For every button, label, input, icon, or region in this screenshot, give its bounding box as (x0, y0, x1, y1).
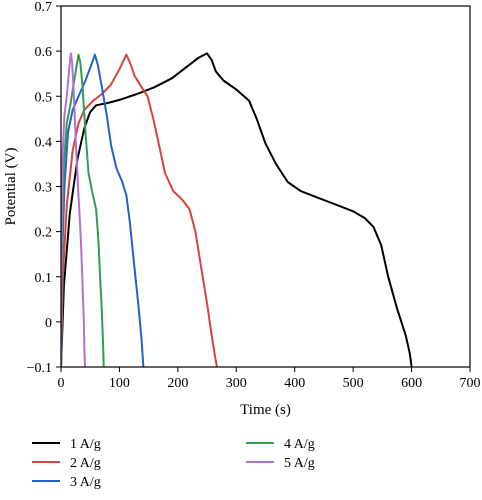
legend-item: 4 A/g (246, 437, 315, 452)
legend-label: 5 A/g (284, 456, 315, 471)
legend: 1 A/g 2 A/g 3 A/g 4 A/g 5 A/g (32, 437, 315, 490)
x-axis-title: Time (s) (240, 402, 291, 418)
legend-item: 2 A/g (32, 456, 101, 471)
x-tick-label: 400 (284, 376, 305, 391)
y-tick-label: 0.4 (35, 135, 53, 150)
y-tick-label: 0 (45, 316, 52, 331)
y-tick-label: 0.5 (35, 90, 53, 105)
series-line-3 (61, 53, 145, 367)
x-tick-label: 500 (343, 376, 364, 391)
y-tick-label: −0.1 (27, 361, 52, 376)
y-tick-label: 0.6 (35, 45, 53, 60)
x-tick-label: 100 (109, 376, 130, 391)
series-layer (61, 52, 413, 367)
x-tick-label: 600 (401, 376, 422, 391)
y-tick-label: 0.1 (35, 271, 53, 286)
x-tick-label: 300 (226, 376, 247, 391)
plot-frame (60, 5, 471, 368)
series-line-2 (61, 53, 218, 367)
legend-item: 5 A/g (246, 456, 315, 471)
ticks-layer: 0 100 200 300 400 500 600 700 −0.1 0 0.1 0.2 0.3 0.4 0… (27, 0, 481, 391)
y-tick-label: 0.7 (35, 0, 53, 15)
x-tick-label: 0 (58, 376, 65, 391)
series-line-4 (61, 53, 105, 367)
x-tick-label: 700 (460, 376, 481, 391)
y-axis-title: Potential (V) (3, 148, 19, 226)
legend-label: 2 A/g (70, 456, 101, 471)
legend-item: 1 A/g (32, 437, 101, 452)
legend-label: 3 A/g (70, 475, 101, 490)
legend-label: 4 A/g (284, 437, 315, 452)
x-tick-label: 200 (167, 376, 188, 391)
series-line-1 (61, 52, 413, 367)
y-tick-label: 0.3 (35, 181, 53, 196)
legend-label: 1 A/g (70, 437, 101, 452)
legend-item: 3 A/g (32, 475, 101, 490)
series-line-5 (61, 52, 86, 367)
y-tick-label: 0.2 (35, 226, 53, 241)
